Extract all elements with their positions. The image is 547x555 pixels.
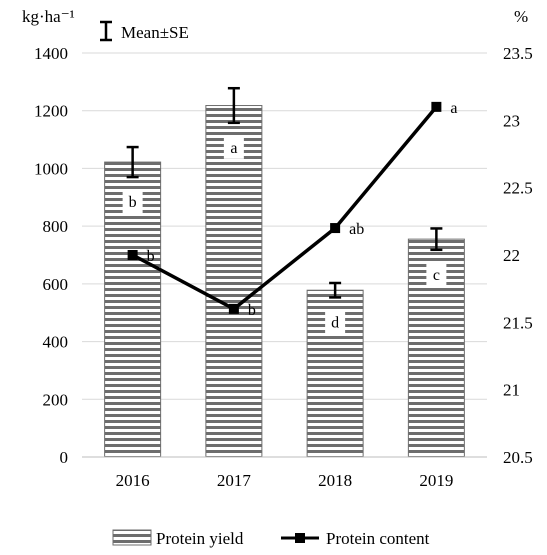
error-bars — [126, 86, 443, 299]
left-axis-ticks: 0 200 400 600 800 1000 1200 1400 — [34, 44, 68, 467]
left-tick-label: 400 — [43, 333, 69, 352]
x-tick-label: 2019 — [419, 471, 453, 490]
legend: Protein yield Protein content — [112, 529, 430, 548]
x-tick-label: 2017 — [217, 471, 252, 490]
right-tick-label: 21.5 — [503, 313, 533, 332]
errorbar-legend: Mean±SE — [100, 20, 189, 42]
legend-item-protein-yield: Protein yield — [112, 529, 244, 548]
left-tick-label: 800 — [43, 217, 69, 236]
error-bar — [227, 86, 240, 125]
legend-marker-protein-content — [295, 533, 305, 543]
line-significance-letter: b — [248, 302, 256, 319]
legend-item-protein-content: Protein content — [281, 529, 430, 548]
bar-significance-letter: d — [331, 314, 339, 331]
right-tick-label: 20.5 — [503, 448, 533, 467]
line-significance-letter: b — [147, 248, 155, 265]
protein-content-marker — [330, 223, 341, 234]
right-tick-label: 23.5 — [503, 44, 533, 63]
protein-content-marker — [228, 303, 239, 314]
line-significance-letters: b b ab a — [147, 100, 458, 319]
right-axis-ticks: 20.5 21 21.5 22 22.5 23 23.5 — [503, 44, 533, 467]
error-bar — [430, 227, 443, 252]
legend-label-protein-content: Protein content — [326, 529, 430, 548]
errorbar-legend-label: Mean±SE — [121, 23, 189, 42]
legend-label-protein-yield: Protein yield — [156, 529, 244, 548]
left-tick-label: 1400 — [34, 44, 68, 63]
protein-content-marker — [431, 101, 442, 112]
bar-significance-letter: b — [129, 194, 137, 211]
x-tick-label: 2016 — [116, 471, 150, 490]
legend-swatch-protein-yield — [112, 529, 152, 546]
left-tick-label: 1200 — [34, 102, 68, 121]
bar-letter-background — [325, 311, 346, 334]
left-tick-label: 200 — [43, 390, 69, 409]
right-axis-unit: % — [514, 7, 528, 26]
errorbar-legend-icon — [100, 20, 112, 42]
x-tick-label: 2018 — [318, 471, 352, 490]
protein-content-line — [127, 101, 442, 314]
error-bar — [329, 281, 342, 299]
right-tick-label: 22 — [503, 246, 520, 265]
line-significance-letter: ab — [349, 221, 364, 238]
left-tick-label: 600 — [43, 275, 69, 294]
left-tick-label: 1000 — [34, 159, 68, 178]
x-axis-ticks: 2016 2017 2018 2019 — [116, 471, 454, 490]
protein-yield-bars — [104, 105, 465, 458]
bar — [205, 105, 263, 458]
right-tick-label: 23 — [503, 111, 520, 130]
protein-content-marker — [127, 250, 138, 260]
left-axis-unit: kg·ha⁻¹ — [22, 7, 75, 26]
left-tick-label: 0 — [60, 448, 69, 467]
bar-significance-letter: a — [230, 140, 237, 157]
bar-letter-background — [426, 263, 447, 286]
line-significance-letter: a — [450, 100, 457, 117]
bar-significance-letter: c — [433, 267, 440, 284]
bar-significance-letters: b a d c — [122, 136, 447, 334]
right-tick-label: 22.5 — [503, 179, 533, 198]
protein-content-line-path — [131, 105, 438, 311]
error-bar — [126, 145, 139, 179]
bar-letter-background — [122, 191, 143, 214]
bar-letter-background — [223, 136, 244, 159]
right-tick-label: 21 — [503, 381, 520, 400]
